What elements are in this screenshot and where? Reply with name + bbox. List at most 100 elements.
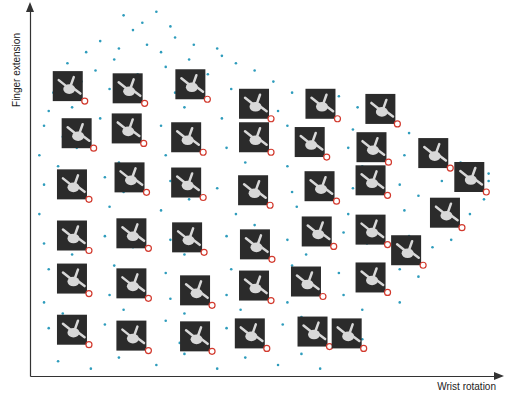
- point: [347, 213, 350, 216]
- point: [356, 106, 359, 109]
- thumbnail-frame: [238, 175, 268, 205]
- point: [291, 91, 294, 94]
- point: [216, 367, 219, 370]
- point: [431, 246, 434, 249]
- point: [43, 242, 46, 245]
- point: [244, 161, 247, 164]
- point: [235, 213, 238, 216]
- thumbnail-frame: [430, 198, 460, 228]
- thumbnail-fingers: [371, 100, 393, 117]
- point-ring: [331, 243, 337, 249]
- point: [57, 360, 60, 363]
- thumbnail-frame: [112, 113, 142, 143]
- thumbnail-fingers: [122, 224, 144, 241]
- point: [47, 327, 50, 330]
- thumbnail-fingers: [244, 181, 266, 198]
- thumbnail-point: [291, 267, 326, 300]
- point-ring: [86, 248, 92, 254]
- point: [352, 128, 355, 131]
- thumbnail-point: [332, 318, 367, 351]
- thumbnail-point: [235, 318, 270, 351]
- point-ring: [268, 149, 274, 155]
- thumbnail-frame: [62, 118, 92, 148]
- point-ring: [267, 202, 273, 208]
- point: [43, 124, 46, 127]
- thumbnail-point: [180, 275, 215, 308]
- point-ring: [334, 116, 340, 122]
- thumbnail-frame: [239, 122, 269, 152]
- point-ring: [268, 298, 274, 304]
- thumbnail-point: [57, 315, 92, 348]
- thumbnail-point: [302, 216, 337, 249]
- thumbnail-point: [116, 218, 151, 251]
- thumbnail-frame: [239, 271, 269, 301]
- point-ring: [145, 348, 151, 354]
- point-ring: [209, 348, 215, 354]
- point: [99, 117, 102, 120]
- point: [174, 36, 177, 39]
- point: [450, 239, 453, 242]
- point: [305, 253, 308, 256]
- thumbnail-fingers: [397, 241, 419, 258]
- thumbnail-fingers: [59, 77, 81, 94]
- point: [169, 239, 172, 242]
- thumbnail-frame: [175, 69, 205, 99]
- point: [469, 213, 472, 216]
- point: [221, 55, 224, 58]
- point: [146, 44, 149, 47]
- point-ring: [385, 192, 391, 198]
- point: [164, 66, 167, 69]
- point: [164, 272, 167, 275]
- point-ring: [420, 262, 426, 268]
- point: [38, 154, 41, 157]
- thumbnail-point: [305, 89, 340, 122]
- point-ring: [483, 189, 489, 195]
- y-axis: [30, 9, 31, 377]
- thumbnail-point: [365, 94, 400, 127]
- point-ring: [145, 245, 151, 251]
- thumbnail-frame: [53, 71, 83, 101]
- point: [441, 180, 444, 183]
- x-axis: [31, 376, 499, 377]
- thumbnail-fingers: [63, 321, 85, 338]
- point: [47, 268, 50, 271]
- thumbnail-frame: [235, 318, 265, 348]
- point: [207, 73, 210, 76]
- thumbnail-frame: [113, 73, 143, 103]
- thumbnail-fingers: [362, 171, 384, 188]
- thumbnail-fingers: [424, 144, 446, 161]
- thumbnail-fingers: [177, 174, 199, 191]
- series: [38, 10, 490, 370]
- thumbnail-point: [356, 165, 391, 198]
- thumbnail-frame: [454, 162, 484, 192]
- thumbnail-frame: [180, 275, 210, 305]
- point-ring: [324, 154, 330, 160]
- point: [286, 239, 289, 242]
- point: [43, 301, 46, 304]
- axis-line: [30, 9, 31, 377]
- point: [342, 231, 345, 234]
- point-ring: [459, 225, 465, 231]
- point-ring: [82, 98, 88, 104]
- point: [216, 187, 219, 190]
- point: [160, 51, 163, 54]
- point-ring: [320, 294, 326, 300]
- point: [221, 117, 224, 120]
- thumbnail-point: [454, 162, 489, 195]
- thumbnail-fingers: [304, 323, 326, 340]
- x-arrowhead: [494, 372, 504, 380]
- thumbnail-point: [171, 168, 206, 201]
- point: [319, 367, 322, 370]
- thumbnail-frame: [298, 317, 328, 347]
- thumbnail-point: [295, 127, 330, 160]
- point: [71, 106, 74, 109]
- thumbnail-fingers: [301, 133, 323, 150]
- point-ring: [447, 165, 453, 171]
- thumbnail-frame: [391, 235, 421, 265]
- thumbnail-frame: [171, 168, 201, 198]
- point: [90, 367, 93, 370]
- point: [113, 264, 116, 267]
- thumbnail-frame: [115, 162, 145, 192]
- point: [57, 165, 60, 168]
- point: [277, 364, 280, 367]
